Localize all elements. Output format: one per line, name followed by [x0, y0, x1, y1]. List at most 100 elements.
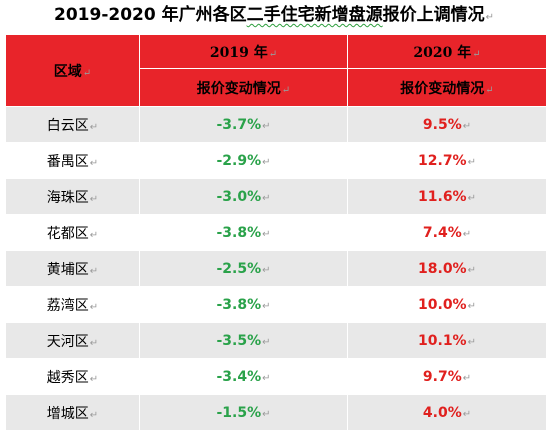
change-2020-cell: 9.7%↵ — [347, 358, 547, 395]
header-region-label: 区域 — [53, 63, 82, 80]
price-change-table: 区域↵ 2019 年↵ 2020 年↵ 报价变动情况↵ 报价变动情况↵ 白云区↵… — [5, 34, 547, 431]
paragraph-mark: ↵ — [472, 48, 481, 60]
district-cell: 荔湾区↵ — [5, 286, 140, 323]
change-2020-cell: 12.7%↵ — [347, 142, 547, 179]
district-name: 天河区 — [46, 333, 89, 350]
paragraph-mark: ↵ — [462, 408, 472, 420]
change-2019-value: -3.4% — [216, 368, 262, 385]
change-2019-cell: -3.8%↵ — [139, 214, 348, 251]
change-2019-value: -1.5% — [216, 404, 262, 421]
table-row: 增城区↵ -1.5%↵ 4.0%↵ — [5, 394, 547, 431]
paragraph-mark: ↵ — [262, 372, 271, 384]
table-row: 白云区↵ -3.7%↵ 9.5%↵ — [5, 106, 547, 143]
table-row: 海珠区↵ -3.0%↵ 11.6%↵ — [5, 178, 547, 215]
paragraph-mark: ↵ — [262, 192, 271, 204]
paragraph-mark: ↵ — [89, 265, 99, 277]
change-2020-cell: 10.1%↵ — [347, 322, 547, 359]
change-2020-value: 10.1% — [418, 332, 467, 349]
paragraph-mark: ↵ — [89, 121, 99, 133]
header-2020-year-label: 2020 年 — [413, 44, 472, 61]
paragraph-mark: ↵ — [89, 409, 99, 421]
table-body: 白云区↵ -3.7%↵ 9.5%↵ 番禺区↵ -2.9%↵ 12.7%↵ 海珠区… — [5, 106, 547, 431]
change-2019-value: -3.0% — [216, 188, 262, 205]
change-2019-cell: -3.8%↵ — [139, 286, 348, 323]
change-2020-value: 18.0% — [418, 260, 467, 277]
change-2019-cell: -1.5%↵ — [139, 394, 348, 431]
district-cell: 海珠区↵ — [5, 178, 140, 215]
change-2019-value: -3.8% — [216, 296, 262, 313]
district-name: 白云区 — [46, 117, 89, 134]
paragraph-mark: ↵ — [262, 408, 271, 420]
change-2020-value: 10.0% — [418, 296, 467, 313]
change-2019-value: -3.7% — [216, 116, 262, 133]
paragraph-mark: ↵ — [89, 229, 99, 241]
district-cell: 越秀区↵ — [5, 358, 140, 395]
paragraph-mark: ↵ — [485, 84, 494, 96]
header-2020-sub: 报价变动情况↵ — [347, 68, 547, 107]
paragraph-mark: ↵ — [262, 120, 271, 132]
district-cell: 黄埔区↵ — [5, 250, 140, 287]
paragraph-mark: ↵ — [82, 67, 92, 79]
table-row: 天河区↵ -3.5%↵ 10.1%↵ — [5, 322, 547, 359]
title-underlined: 二手住宅新增盘源 — [246, 5, 383, 25]
paragraph-mark: ↵ — [462, 120, 472, 132]
header-2020-sub-label: 报价变动情况 — [400, 80, 485, 97]
paragraph-mark: ↵ — [262, 228, 271, 240]
table-row: 花都区↵ -3.8%↵ 7.4%↵ — [5, 214, 547, 251]
district-cell: 天河区↵ — [5, 322, 140, 359]
district-name: 海珠区 — [46, 189, 89, 206]
change-2020-cell: 9.5%↵ — [347, 106, 547, 143]
change-2020-value: 11.6% — [418, 188, 467, 205]
change-2020-value: 7.4% — [422, 224, 462, 241]
change-2020-cell: 11.6%↵ — [347, 178, 547, 215]
paragraph-mark: ↵ — [89, 157, 99, 169]
table-row: 番禺区↵ -2.9%↵ 12.7%↵ — [5, 142, 547, 179]
change-2019-cell: -2.5%↵ — [139, 250, 348, 287]
paragraph-mark: ↵ — [89, 337, 99, 349]
paragraph-mark: ↵ — [262, 336, 271, 348]
header-2019-sub: 报价变动情况↵ — [139, 68, 348, 107]
table-row: 荔湾区↵ -3.8%↵ 10.0%↵ — [5, 286, 547, 323]
change-2019-value: -2.9% — [216, 152, 262, 169]
change-2020-value: 9.5% — [422, 116, 462, 133]
change-2019-cell: -3.5%↵ — [139, 322, 348, 359]
table-row: 黄埔区↵ -2.5%↵ 18.0%↵ — [5, 250, 547, 287]
change-2020-value: 4.0% — [422, 404, 462, 421]
change-2020-value: 9.7% — [422, 368, 462, 385]
paragraph-mark: ↵ — [467, 300, 476, 312]
change-2020-cell: 7.4%↵ — [347, 214, 547, 251]
paragraph-mark: ↵ — [467, 264, 476, 276]
change-2020-cell: 4.0%↵ — [347, 394, 547, 431]
paragraph-mark: ↵ — [462, 228, 472, 240]
district-cell: 番禺区↵ — [5, 142, 140, 179]
district-cell: 增城区↵ — [5, 394, 140, 431]
header-2019-year-label: 2019 年 — [209, 44, 268, 61]
paragraph-mark: ↵ — [467, 336, 476, 348]
paragraph-mark: ↵ — [467, 192, 476, 204]
change-2019-cell: -3.4%↵ — [139, 358, 348, 395]
header-2019-year: 2019 年↵ — [139, 34, 348, 69]
district-name: 越秀区 — [46, 369, 89, 386]
district-name: 花都区 — [46, 225, 89, 242]
paragraph-mark: ↵ — [262, 264, 271, 276]
district-name: 番禺区 — [46, 153, 89, 170]
change-2019-cell: -3.0%↵ — [139, 178, 348, 215]
paragraph-mark: ↵ — [89, 373, 99, 385]
change-2019-cell: -3.7%↵ — [139, 106, 348, 143]
header-2019-sub-label: 报价变动情况 — [196, 80, 281, 97]
paragraph-mark: ↵ — [89, 301, 99, 313]
table-header: 区域↵ 2019 年↵ 2020 年↵ 报价变动情况↵ 报价变动情况↵ — [5, 34, 547, 107]
document-title: 2019-2020 年广州各区二手住宅新增盘源报价上调情况↵ — [0, 0, 548, 34]
header-region: 区域↵ — [5, 34, 140, 107]
change-2020-cell: 10.0%↵ — [347, 286, 547, 323]
district-name: 荔湾区 — [46, 297, 89, 314]
paragraph-mark: ↵ — [281, 84, 291, 96]
change-2019-cell: -2.9%↵ — [139, 142, 348, 179]
district-cell: 白云区↵ — [5, 106, 140, 143]
district-name: 黄埔区 — [46, 261, 89, 278]
paragraph-mark: ↵ — [268, 48, 278, 60]
paragraph-mark: ↵ — [467, 156, 476, 168]
paragraph-mark: ↵ — [262, 156, 271, 168]
header-2020-year: 2020 年↵ — [347, 34, 547, 69]
paragraph-mark: ↵ — [89, 193, 99, 205]
